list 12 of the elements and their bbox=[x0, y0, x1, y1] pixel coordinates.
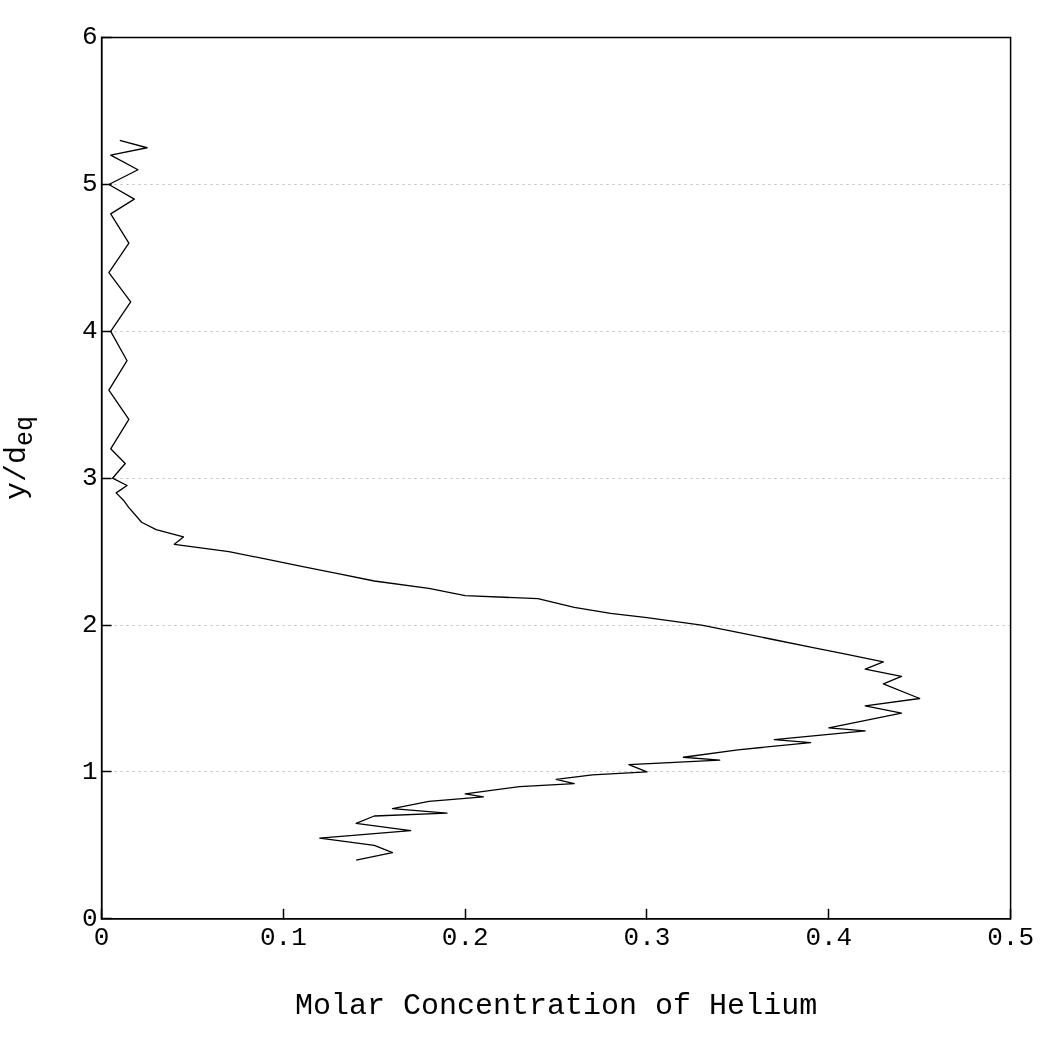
y-tick-label: 1 bbox=[81, 756, 98, 787]
y-tick-label: 5 bbox=[81, 169, 98, 200]
x-tick-label: 0.4 bbox=[805, 923, 853, 954]
y-tick-label: 3 bbox=[81, 463, 98, 494]
x-tick-label: 0.3 bbox=[623, 923, 671, 954]
y-tick-label: 6 bbox=[81, 22, 98, 53]
y-tick-label: 2 bbox=[81, 609, 98, 640]
x-tick-label: 0.2 bbox=[441, 923, 489, 954]
x-tick-label: 0.1 bbox=[260, 923, 307, 954]
y-tick-label: 4 bbox=[81, 316, 98, 347]
x-axis-title: Molar Concentration of Helium bbox=[295, 988, 818, 1023]
x-tick-label: 0.5 bbox=[987, 923, 1034, 954]
